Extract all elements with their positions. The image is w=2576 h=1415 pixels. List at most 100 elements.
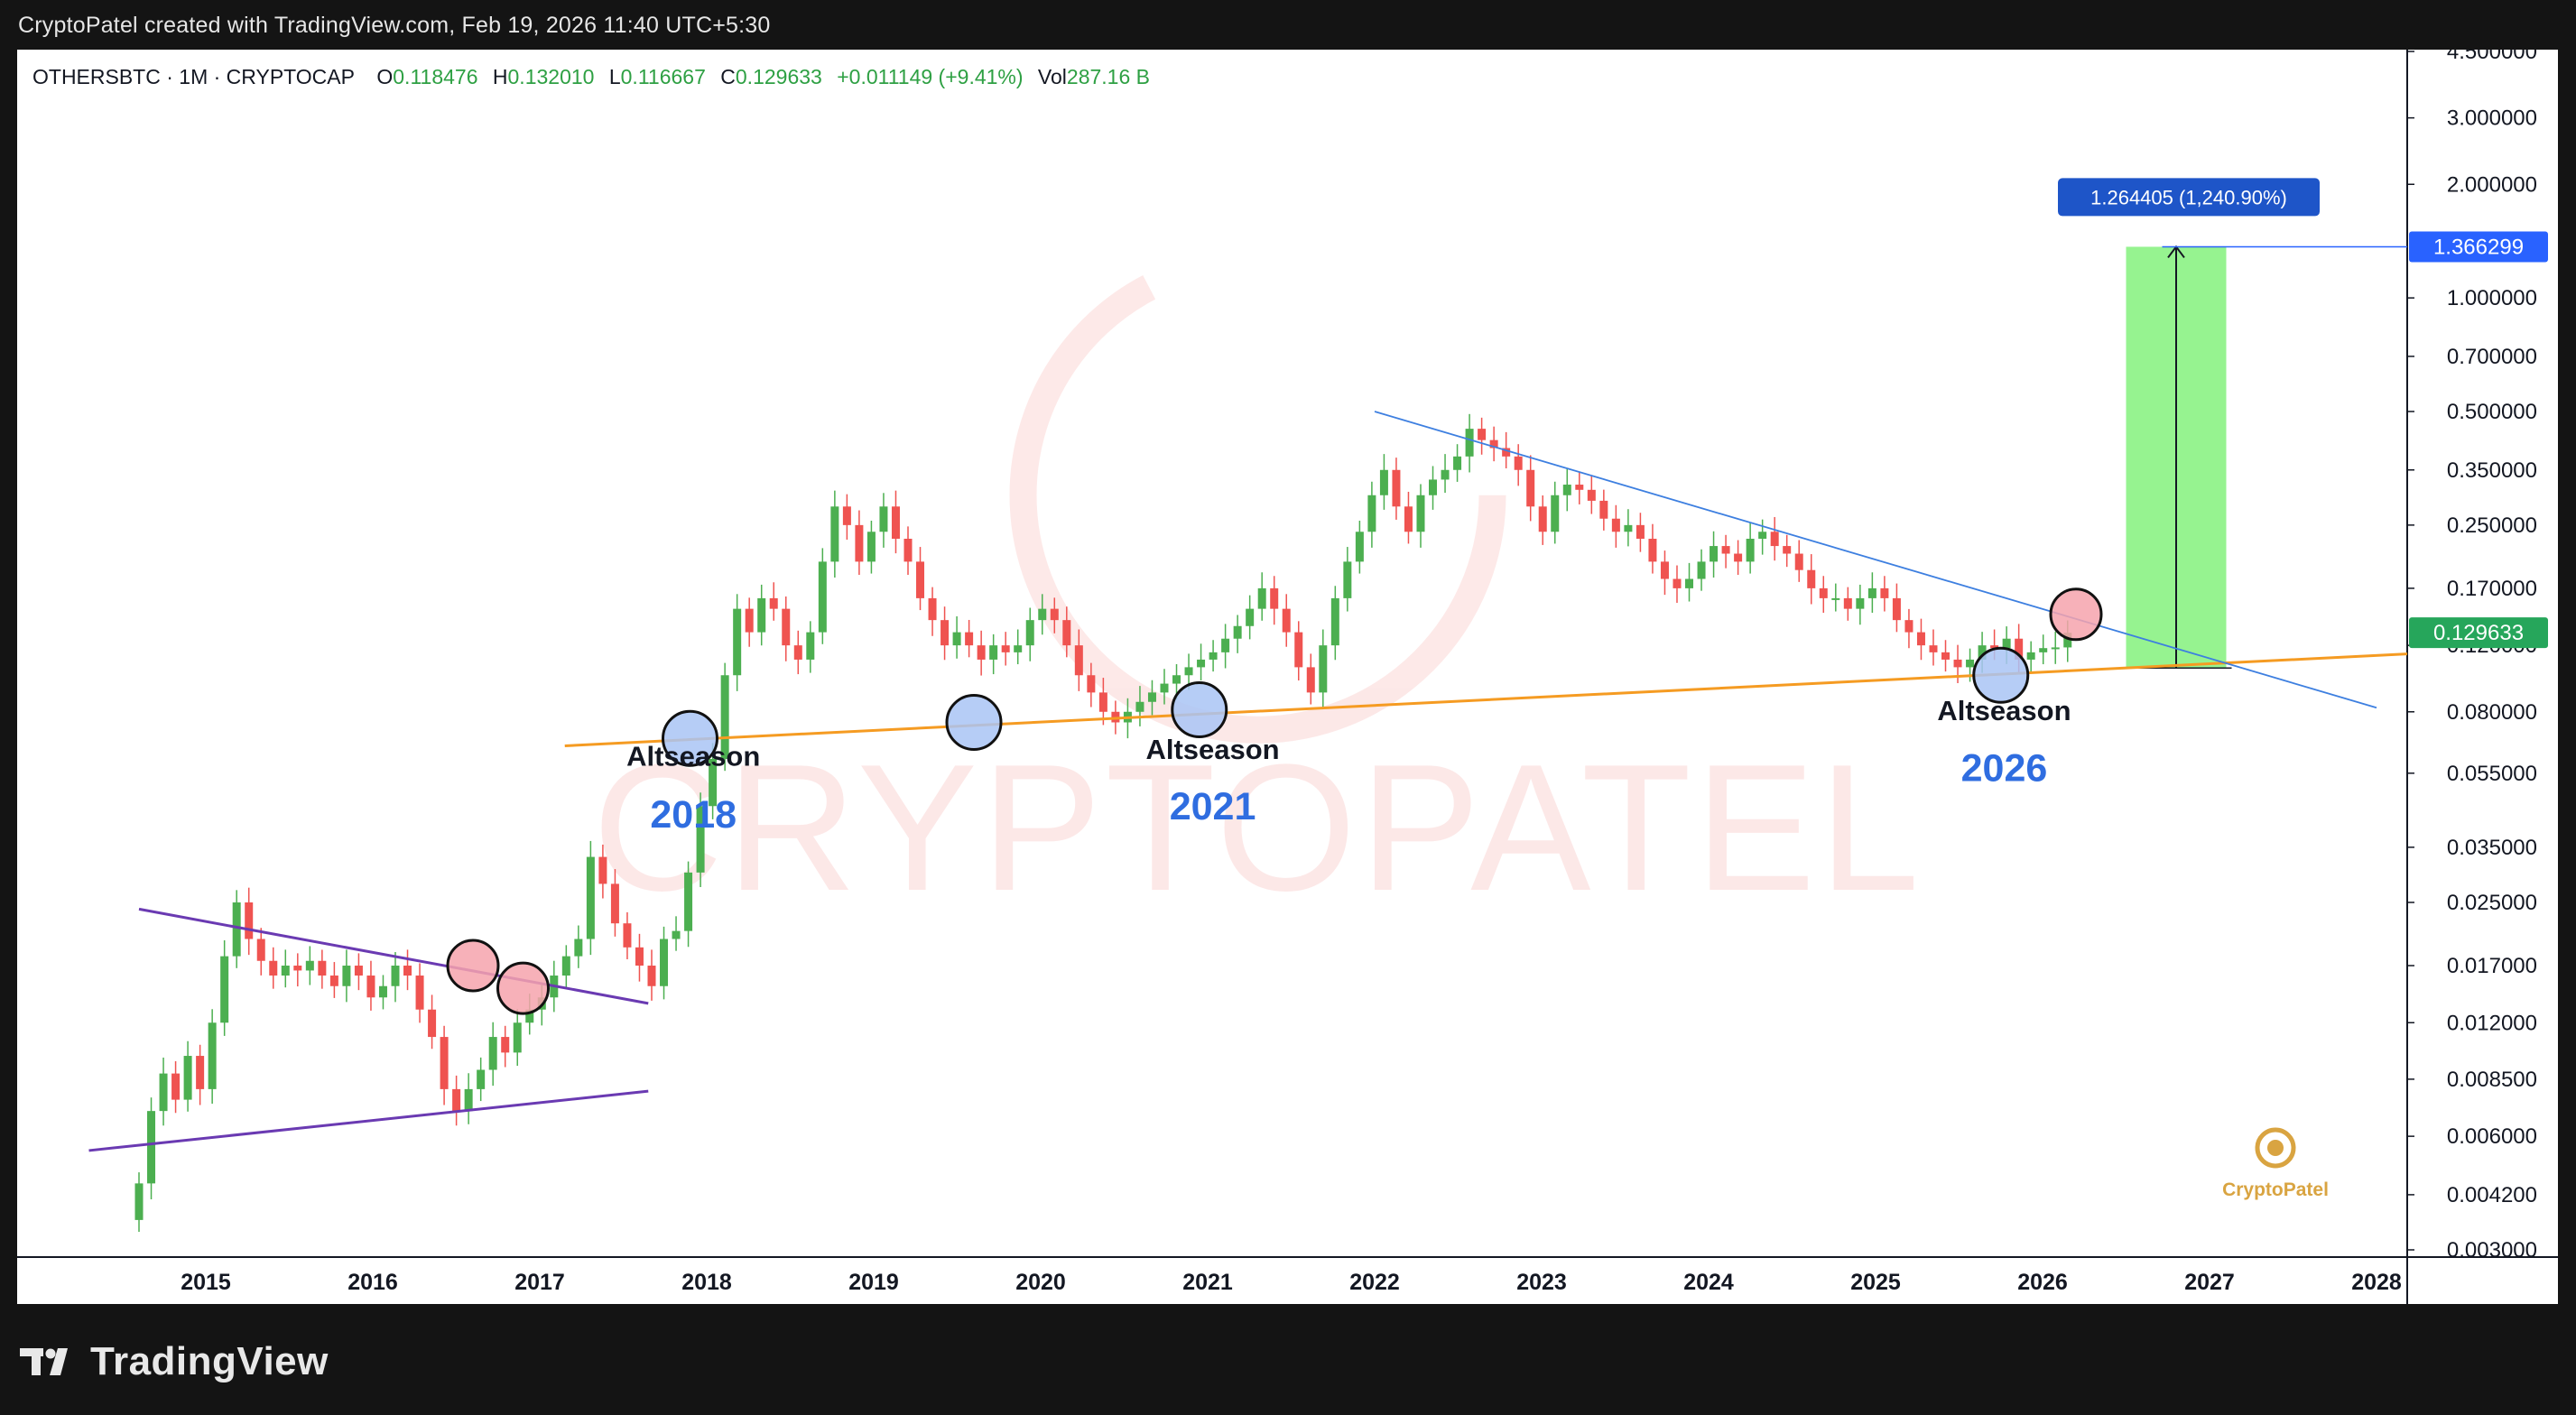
support-trendline[interactable] bbox=[564, 652, 2410, 747]
time-tick-label: 2026 bbox=[2017, 1270, 2068, 1295]
candle-body bbox=[1648, 539, 1657, 562]
low-value: 0.116667 bbox=[620, 65, 706, 88]
candle-body bbox=[1978, 645, 1987, 660]
candle-body bbox=[281, 966, 290, 976]
candle-body bbox=[2063, 633, 2072, 648]
candle-body bbox=[623, 923, 632, 948]
candle-body bbox=[1904, 620, 1913, 633]
low-label: L bbox=[608, 65, 621, 88]
candle-body bbox=[318, 960, 327, 976]
chart-pane[interactable]: CRYPTOPATEL 4.500000 3.000000 2.000000 1.000… bbox=[17, 50, 2558, 1304]
candle-body bbox=[1270, 587, 1279, 609]
candle-body bbox=[1867, 587, 1876, 598]
candle-body bbox=[440, 1037, 449, 1089]
candle-body bbox=[709, 759, 718, 807]
price-tick-label: 0.250000 bbox=[2447, 513, 2537, 538]
volume-label: Vol bbox=[1037, 65, 1067, 88]
candle-body bbox=[403, 966, 412, 976]
candle-body bbox=[1562, 485, 1571, 495]
close-value: 0.129633 bbox=[735, 65, 822, 88]
symbol-label[interactable]: OTHERSBTC · 1M · CRYPTOCAP bbox=[32, 65, 355, 88]
candle-body bbox=[965, 632, 974, 646]
candle-body bbox=[329, 976, 338, 986]
candle-body bbox=[696, 806, 705, 873]
price-chart[interactable]: CRYPTOPATEL 4.500000 3.000000 2.000000 1.000… bbox=[17, 50, 2558, 1304]
price-tick-label: 3.000000 bbox=[2447, 106, 2537, 131]
candle-body bbox=[293, 966, 302, 971]
candle-body bbox=[1514, 456, 1523, 470]
candle-body bbox=[1575, 485, 1584, 490]
candle-body bbox=[1526, 469, 1535, 507]
candle-body bbox=[1038, 608, 1047, 621]
tradingview-logo[interactable]: TradingView bbox=[20, 1339, 329, 1384]
resistance-trendline[interactable] bbox=[1374, 411, 2377, 709]
candle-body bbox=[903, 539, 913, 562]
chart-caption: CryptoPatel created with TradingView.com… bbox=[18, 13, 771, 38]
candle-body bbox=[2015, 638, 2024, 660]
time-tick-label: 2015 bbox=[181, 1270, 231, 1295]
candle-body bbox=[1392, 469, 1401, 507]
candle-body bbox=[818, 561, 827, 633]
candle-body bbox=[354, 966, 363, 976]
candle-body bbox=[672, 930, 681, 939]
candle-body bbox=[1319, 645, 1328, 693]
candle-body bbox=[1746, 539, 1755, 562]
candle-body bbox=[782, 608, 791, 646]
candle-body bbox=[415, 976, 424, 1010]
price-tick-label: 0.006000 bbox=[2447, 1124, 2537, 1149]
candle-body bbox=[1221, 638, 1230, 652]
candle-body bbox=[1306, 667, 1315, 693]
marker-circle bbox=[662, 709, 718, 767]
candle-body bbox=[842, 506, 851, 525]
candle-body bbox=[866, 532, 876, 562]
price-tick-label: 4.500000 bbox=[2447, 50, 2537, 64]
watermark-text: CRYPTOPATEL bbox=[592, 727, 1923, 929]
candle-body bbox=[1966, 659, 1975, 668]
candle-body bbox=[952, 632, 961, 646]
candle-body bbox=[1233, 625, 1242, 639]
wedge_bottom-trendline[interactable] bbox=[88, 1089, 649, 1152]
candle-body bbox=[610, 883, 619, 924]
candle-body bbox=[2039, 648, 2048, 652]
altseason-label: Altseason bbox=[1145, 734, 1279, 765]
candle-body bbox=[928, 597, 937, 621]
altseason-label: Altseason bbox=[626, 741, 760, 772]
candle-body bbox=[488, 1037, 497, 1070]
candle-body bbox=[1453, 456, 1462, 470]
candle-body bbox=[1098, 692, 1107, 712]
time-tick-label: 2023 bbox=[1516, 1270, 1567, 1295]
candle-body bbox=[660, 939, 669, 986]
candle-body bbox=[1770, 532, 1779, 547]
price-tick-label: 2.000000 bbox=[2447, 172, 2537, 197]
candle-body bbox=[1147, 692, 1156, 702]
target-measure-text: 1.264405 (1,240.90%) bbox=[2090, 186, 2287, 208]
candle-body bbox=[2002, 638, 2011, 649]
candle-body bbox=[855, 524, 864, 562]
candle-body bbox=[598, 856, 607, 884]
candle-body bbox=[183, 1056, 192, 1100]
tradingview-brand: TradingView bbox=[90, 1339, 329, 1383]
target-measure-tag bbox=[2058, 178, 2320, 217]
high-label: H bbox=[492, 65, 508, 88]
candle-body bbox=[1831, 597, 1840, 600]
candle-body bbox=[159, 1073, 168, 1112]
altseason-year: 2018 bbox=[650, 793, 737, 837]
altseason-year: 2026 bbox=[1961, 746, 2048, 790]
candle-body bbox=[1184, 667, 1193, 676]
candle-body bbox=[1135, 701, 1144, 712]
wedge_top-trendline[interactable] bbox=[138, 907, 649, 1005]
last-price-tag-text: 0.129633 bbox=[2433, 621, 2524, 645]
candle-body bbox=[793, 645, 802, 660]
candle-body bbox=[501, 1037, 510, 1053]
open-value: 0.118476 bbox=[393, 65, 478, 88]
price-tick-label: 0.017000 bbox=[2447, 954, 2537, 978]
candle-body bbox=[1990, 645, 1999, 649]
candle-body bbox=[1892, 597, 1901, 621]
watermark: CRYPTOPATEL bbox=[592, 246, 1923, 929]
candle-body bbox=[1465, 429, 1474, 457]
time-tick-label: 2025 bbox=[1850, 1270, 1901, 1295]
ohlc-legend: OTHERSBTC · 1M · CRYPTOCAP O0.118476 H0.… bbox=[32, 65, 1159, 89]
price-tick-label: 0.500000 bbox=[2447, 400, 2537, 424]
candle-body bbox=[757, 597, 766, 633]
price-tick-label: 1.000000 bbox=[2447, 286, 2537, 310]
